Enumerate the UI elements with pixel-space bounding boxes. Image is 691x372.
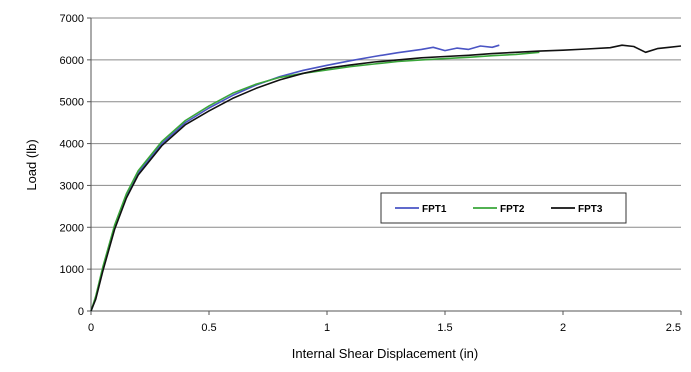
gridlines <box>91 17 681 270</box>
series-line-fpt1 <box>90 44 500 312</box>
y-tick-label: 6000 <box>60 55 84 67</box>
y-tick-label: 4000 <box>60 139 84 151</box>
y-tick-label: 2000 <box>60 222 84 234</box>
x-tick-label: 2.5 <box>666 322 681 334</box>
legend-box <box>380 192 627 224</box>
x-tick-label: 2 <box>560 322 566 334</box>
axes <box>87 17 682 315</box>
y-axis-title: Load (lb) <box>24 139 39 190</box>
x-axis-title: Internal Shear Displacement (in) <box>292 346 478 361</box>
x-tick-label: 1.5 <box>437 322 452 334</box>
series-line-fpt3 <box>90 44 682 312</box>
y-tick-label: 7000 <box>60 13 84 25</box>
series-line-fpt2 <box>90 51 540 312</box>
legend-label-fpt3: FPT3 <box>578 204 603 215</box>
x-tick-label: 0.5 <box>201 322 216 334</box>
tick-labels: 0 1000 2000 3000 4000 5000 6000 7000 0 0.5 1 1.5 2 2.… <box>60 13 681 334</box>
y-tick-label: 1000 <box>60 264 84 276</box>
x-tick-label: 0 <box>88 322 94 334</box>
legend-label-fpt2: FPT2 <box>500 204 525 215</box>
y-tick-label: 3000 <box>60 180 84 192</box>
legend-label-fpt1: FPT1 <box>422 204 447 215</box>
legend: FPT1 FPT2 FPT3 <box>380 192 627 224</box>
y-tick-label: 5000 <box>60 97 84 109</box>
y-tick-label: 0 <box>78 306 84 318</box>
x-tick-label: 1 <box>324 322 330 334</box>
series-lines <box>90 44 682 312</box>
